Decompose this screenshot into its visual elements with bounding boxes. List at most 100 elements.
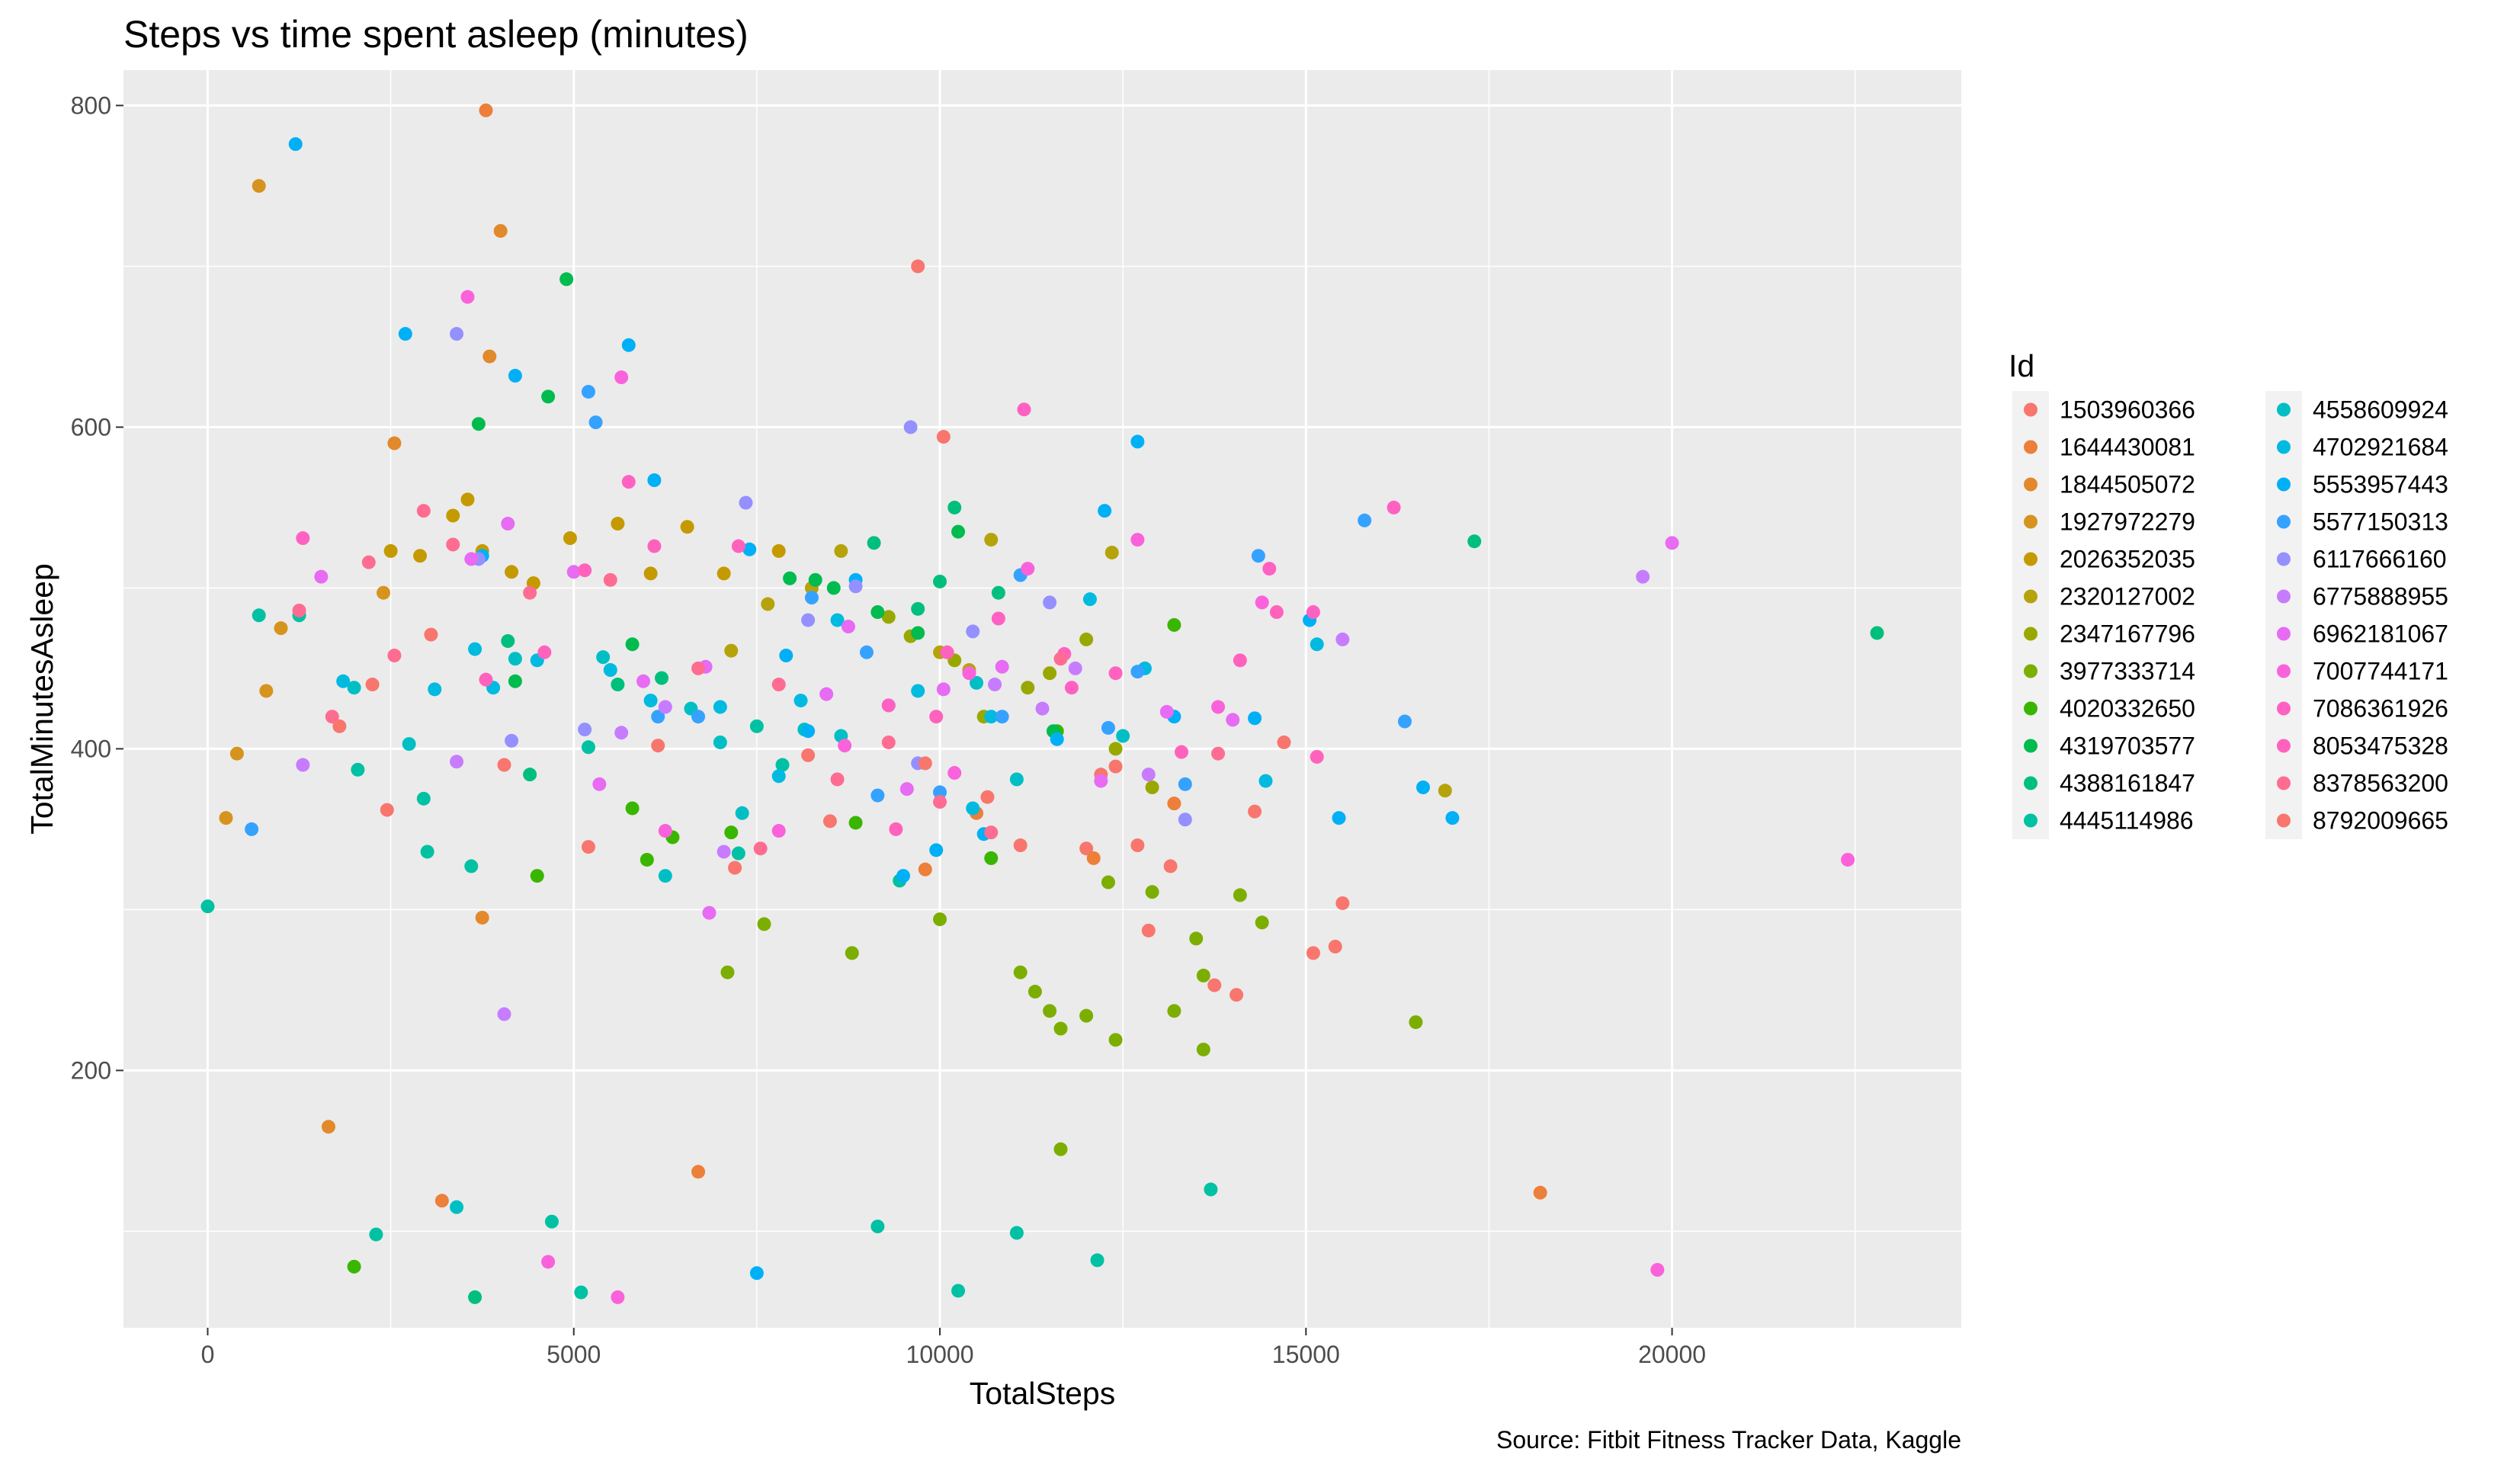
data-point [1009,1226,1024,1240]
data-point [731,539,745,553]
legend-label: 4558609924 [2313,396,2448,424]
data-point [848,816,863,830]
data-point [288,137,303,152]
data-point [1079,1008,1094,1023]
legend-key [2024,402,2037,417]
data-point [771,543,786,558]
data-point [1255,915,1269,930]
legend-key [2277,627,2291,641]
data-point [383,543,398,558]
data-point [505,733,519,748]
data-point [691,661,706,675]
legend-key [2277,514,2291,529]
data-point [804,591,819,605]
legend-key [2277,477,2291,492]
data-point [911,601,925,616]
legend-label: 8792009665 [2313,807,2448,835]
legend-title: Id [2009,348,2034,383]
data-point [859,645,874,659]
legend-key [2277,402,2291,417]
data-point [1178,813,1192,827]
x-tick-label: 0 [201,1341,215,1368]
data-point [870,1220,885,1234]
data-point [611,1290,625,1304]
data-point [984,533,999,547]
data-point [962,666,976,681]
data-point [424,627,438,642]
data-point [446,537,460,552]
data-point [1262,562,1277,576]
axes: 0 5000 10000 15000 20000 200 400 600 800 [71,91,1706,1368]
legend-key [2024,776,2037,790]
data-point [1090,1253,1105,1268]
data-point [870,605,885,620]
data-point [1251,549,1265,563]
legend-key [2277,552,2291,566]
legend-label: 1844505072 [2060,471,2195,498]
data-point [1141,923,1156,938]
data-point [578,723,592,737]
data-point [995,710,1009,724]
data-point [936,430,951,444]
y-axis-title: TotalMinutesAsleep [24,563,59,835]
data-point [1167,1004,1181,1018]
data-point [1064,681,1079,695]
data-point [416,791,431,806]
data-point [889,822,903,836]
data-point [1028,985,1042,999]
data-point [1636,569,1650,584]
data-point [1108,742,1123,756]
data-point [581,384,595,399]
data-point [483,349,497,364]
data-point [611,678,625,692]
data-point [621,338,636,352]
legend-key [2024,514,2037,529]
legend-label: 4020332650 [2060,695,2195,723]
data-point [1101,720,1115,735]
data-point [413,549,428,563]
data-point [918,756,932,771]
data-point [881,698,896,713]
legend-label: 4702921684 [2313,434,2448,461]
data-point [1533,1185,1547,1200]
data-point [464,552,479,566]
data-point [1021,562,1035,576]
legend-label: 2347167796 [2060,620,2195,648]
data-point [537,645,552,659]
legend-label: 5553957443 [2313,471,2448,498]
data-point [991,611,1005,626]
data-point [603,572,617,587]
data-point [347,1259,361,1274]
legend-key [2277,739,2291,753]
legend-label: 4445114986 [2060,807,2194,835]
data-point [1145,780,1159,795]
data-point [1306,946,1320,960]
data-point [1397,714,1412,729]
x-tick-label: 10000 [906,1341,974,1368]
data-point [980,790,995,804]
y-tick-label: 800 [71,91,111,119]
data-point [1233,653,1247,668]
data-point [794,694,808,708]
data-point [464,859,479,873]
data-point [380,803,394,817]
data-point [911,259,925,274]
data-point [970,675,984,690]
data-point [450,327,464,341]
data-point [581,740,595,755]
data-point [870,788,885,803]
data-point [398,327,412,341]
legend-label: 1503960366 [2060,396,2195,424]
data-point [838,739,852,753]
data-point [984,825,999,840]
legend-label: 2320127002 [2060,583,2195,611]
data-point [713,735,727,749]
legend-label: 4319703577 [2060,732,2195,760]
data-point [808,572,822,587]
data-point [578,563,592,578]
data-point [731,846,745,861]
legend-key [2277,440,2291,454]
data-point [830,772,845,787]
data-point [801,724,816,739]
legend-key [2024,440,2037,454]
